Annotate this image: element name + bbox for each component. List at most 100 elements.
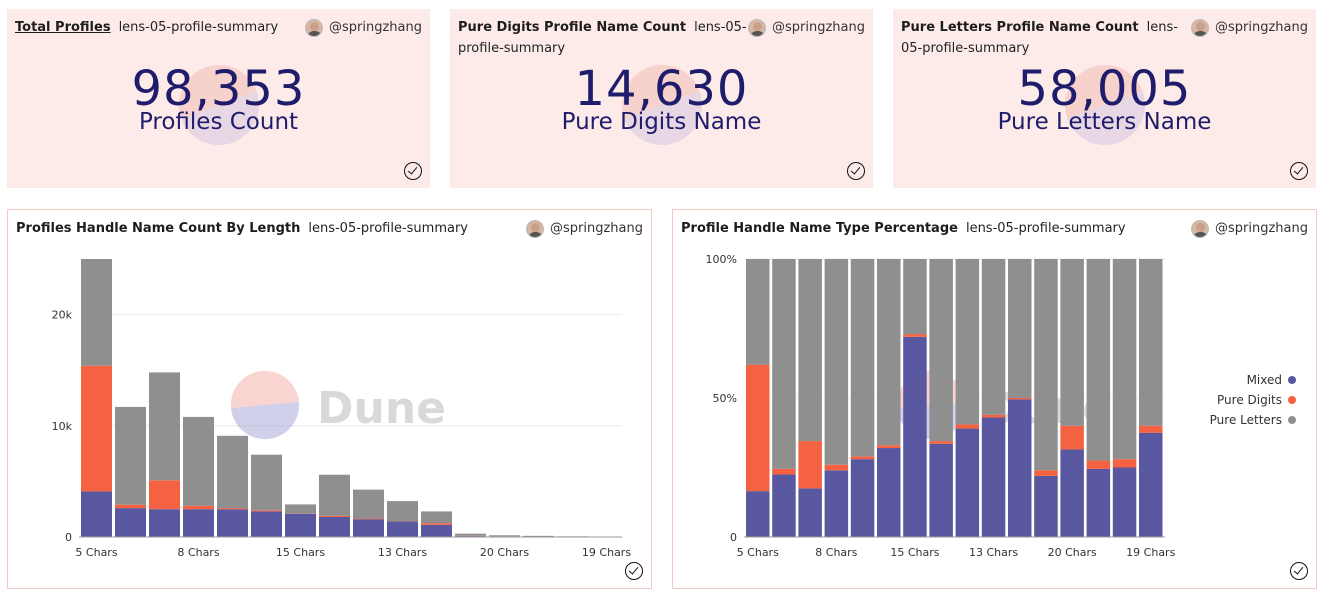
author-name[interactable]: @springzhang [329, 20, 422, 35]
x-tick-label: 13 Chars [969, 546, 1018, 559]
bar-segment-digits [929, 441, 953, 444]
bar-segment-letters [217, 435, 248, 509]
legend-item-pure-letters[interactable]: Pure Letters [1210, 410, 1296, 430]
counter-card-pure-letters: Pure Letters Profile Name Count lens-05-p… [893, 9, 1316, 188]
bar-segment-letters [149, 372, 180, 481]
chart-title: Profile Handle Name Type Percentage [681, 221, 958, 236]
card-title-text: Pure Letters Profile Name Count [901, 20, 1139, 35]
bar-segment-mixed [421, 524, 452, 537]
bar-segment-mixed [1139, 432, 1163, 537]
bar-segment-digits [1060, 425, 1084, 450]
bar-segment-digits [421, 523, 452, 525]
avatar [305, 19, 323, 37]
legend-dot [1288, 396, 1296, 404]
author-name[interactable]: @springzhang [1215, 221, 1308, 236]
avatar [1191, 220, 1209, 238]
counter-value: 98,353 [131, 61, 306, 117]
bar-segment-digits [217, 508, 248, 510]
bar-segment-mixed [183, 509, 214, 537]
check-circle-icon [1290, 562, 1308, 580]
bar-segment-digits [955, 424, 980, 429]
query-name[interactable]: lens-05-profile-summary [308, 221, 469, 236]
bar-segment-digits [798, 441, 822, 489]
author[interactable]: @springzhang [1191, 219, 1308, 239]
card-title: Profile Handle Name Type Percentage lens-… [681, 218, 1126, 239]
query-name[interactable]: lens-05-profile-summary [901, 20, 1178, 56]
author[interactable]: @springzhang [1191, 18, 1308, 38]
author-name[interactable]: @springzhang [772, 20, 865, 35]
bar-chart-count-by-length: 0 10k 20k Dune 5 Chars 8 Chars 15 Chars 13 Char… [52, 259, 631, 559]
bar-segment-mixed [955, 428, 980, 537]
legend-label: Mixed [1246, 373, 1282, 387]
x-tick-label: 19 Chars [1126, 546, 1175, 559]
bar-segment-digits [850, 456, 875, 460]
query-name[interactable]: lens-05-profile-summary [965, 221, 1126, 236]
counter-label: Pure Digits Name [561, 109, 762, 135]
bar-segment-mixed [353, 519, 384, 537]
dune-logo-bottom [231, 402, 300, 440]
counter-card-pure-digits: Pure Digits Profile Name Count lens-05-pr… [450, 9, 873, 188]
bar-segment-digits [824, 464, 849, 471]
bar-segment-letters [746, 259, 770, 365]
bar-segment-letters [489, 535, 520, 537]
bar-segment-letters [1008, 259, 1032, 398]
legend-item-mixed[interactable]: Mixed [1210, 370, 1296, 390]
counter-label: Pure Letters Name [997, 109, 1212, 135]
author[interactable]: @springzhang [305, 18, 422, 38]
y-tick-label: 100% [706, 253, 737, 266]
bar-segment-letters [824, 259, 849, 465]
check-circle-icon [404, 162, 422, 180]
bar-segment-digits [903, 334, 927, 337]
bar-segment-letters [798, 259, 822, 442]
query-name[interactable]: lens-05-profile-summary [118, 20, 279, 35]
bar-segment-letters [251, 454, 282, 511]
card-title-text: Pure Digits Profile Name Count [458, 20, 687, 35]
bar-segment-mixed [285, 513, 316, 537]
author-name[interactable]: @springzhang [550, 221, 643, 236]
bar-segment-mixed [746, 491, 770, 537]
counter-value: 14,630 [574, 61, 749, 117]
bar-segment-digits [772, 468, 796, 475]
x-tick-label: 8 Chars [815, 546, 857, 559]
bar-segment-mixed [877, 448, 901, 537]
bar-segment-letters [115, 406, 146, 505]
counter-label: Profiles Count [138, 109, 299, 135]
bar-segment-letters [387, 501, 418, 522]
bar-segment-digits [319, 515, 350, 517]
bar-segment-mixed [115, 508, 146, 537]
bar-segment-letters [1060, 259, 1084, 426]
bar-segment-mixed [1112, 467, 1137, 537]
chart-legend: Mixed Pure Digits Pure Letters [1210, 370, 1296, 430]
y-tick-label: 0 [730, 531, 737, 544]
avatar [1191, 19, 1209, 37]
legend-item-pure-digits[interactable]: Pure Digits [1210, 390, 1296, 410]
bar-segment-mixed [149, 509, 180, 537]
card-title: Total Profiles lens-05-profile-summary [15, 17, 278, 38]
y-tick-label: 50% [713, 392, 737, 405]
card-title-link[interactable]: Total Profiles [15, 20, 111, 35]
y-tick-label: 0 [65, 531, 72, 544]
query-name[interactable]: lens-05-profile-summary [458, 20, 747, 56]
bar-segment-digits [115, 504, 146, 509]
bar-segment-mixed [981, 417, 1006, 537]
check-circle-icon [847, 162, 865, 180]
author-name[interactable]: @springzhang [1215, 20, 1308, 35]
x-tick-label: 5 Chars [75, 546, 117, 559]
bar-segment-mixed [1086, 468, 1111, 537]
bar-segment-digits [1112, 459, 1137, 468]
author[interactable]: @springzhang [526, 219, 643, 239]
bar-segment-letters [183, 416, 214, 506]
x-tick-label: 13 Chars [378, 546, 427, 559]
bar-segment-digits [251, 510, 282, 512]
y-tick-label: 10k [52, 420, 73, 433]
x-tick-label: 15 Chars [276, 546, 325, 559]
y-tick-label: 20k [52, 309, 73, 322]
chart-title: Profiles Handle Name Count By Length [16, 221, 301, 236]
author[interactable]: @springzhang [748, 18, 865, 38]
legend-dot [1288, 416, 1296, 424]
bar-segment-letters [523, 535, 554, 537]
dune-watermark: Dune [230, 370, 446, 440]
x-tick-label: 5 Chars [737, 546, 779, 559]
dune-logo-watermark [1064, 65, 1145, 145]
